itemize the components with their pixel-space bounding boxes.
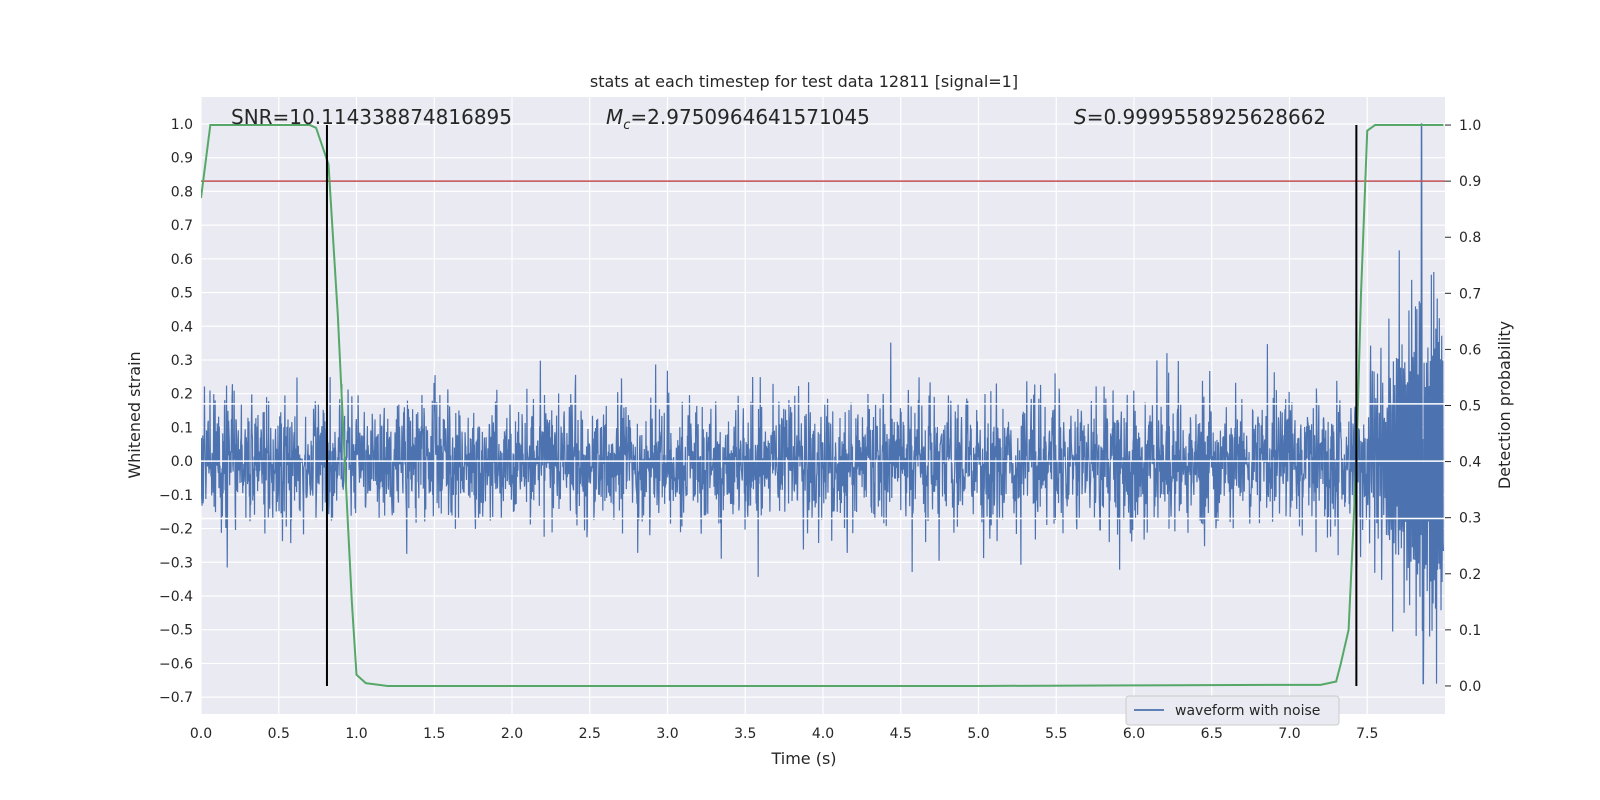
y-right-axis-label: Detection probability [1495, 321, 1514, 489]
y-left-tick-label: 0.0 [171, 454, 193, 470]
vertical-markers [325, 125, 1358, 686]
statistic-value: =0.9999558925628662 [1087, 105, 1326, 129]
y-right-tick-label: 0.2 [1459, 567, 1481, 583]
y-right-tick-label: 0.0 [1459, 679, 1481, 695]
chirp-mass-subscript: c [623, 118, 630, 133]
x-tick-label: 7.0 [1278, 726, 1300, 742]
x-tick-label: 4.0 [812, 726, 834, 742]
x-tick-label: 0.0 [190, 726, 212, 742]
y-left-tick-label: 0.4 [171, 319, 193, 335]
y-left-tick-label: 0.9 [171, 151, 193, 167]
white-reference-lines [201, 403, 1445, 520]
x-axis-label: Time (s) [770, 749, 836, 768]
y-left-tick-label: 0.6 [171, 252, 193, 268]
legend: waveform with noise [1125, 695, 1340, 726]
y-left-tick-label: −0.4 [159, 589, 193, 605]
x-tick-label: 4.5 [890, 726, 912, 742]
snr-annotation: SNR=10.114338874816895 [231, 105, 512, 129]
chirp-mass-annotation: Mc=2.9750964641571045 [606, 105, 870, 133]
y-left-tick-label: −0.6 [159, 656, 193, 672]
statistic-annotation: S=0.9999558925628662 [1074, 105, 1326, 129]
legend-label: waveform with noise [1175, 703, 1320, 719]
waveform-line [201, 123, 1445, 685]
x-tick-label: 2.0 [501, 726, 523, 742]
x-tick-label: 1.0 [345, 726, 367, 742]
y-right-tick-label: 0.7 [1459, 286, 1481, 302]
x-tick-label: 7.5 [1356, 726, 1378, 742]
y-left-tick-label: −0.1 [159, 488, 193, 504]
chirp-mass-symbol: M [606, 105, 623, 129]
y-right-tick-label: 0.1 [1459, 623, 1481, 639]
chart-title: stats at each timestep for test data 128… [590, 72, 1018, 91]
x-tick-label: 3.0 [656, 726, 678, 742]
y-right-tick-label: 0.3 [1459, 511, 1481, 527]
y-left-tick-label: 0.2 [171, 387, 193, 403]
y-right-tick-label: 0.6 [1459, 342, 1481, 358]
statistic-symbol: S [1074, 105, 1087, 129]
x-tick-label: 6.0 [1123, 726, 1145, 742]
y-right-tick-labels: 0.0 0.1 0.2 0.3 0.4 0.5 0.6 0.7 0.8 0.9 1.0 [1445, 118, 1481, 695]
y-left-tick-label: −0.2 [159, 522, 193, 538]
y-left-tick-label: −0.5 [159, 623, 193, 639]
y-left-tick-labels: −0.7 −0.6 −0.5 −0.4 −0.3 −0.2 −0.1 0.0 0.1 0.2 0.3… [159, 117, 193, 706]
y-right-tick-label: 0.9 [1459, 174, 1481, 190]
y-right-tick-label: 0.8 [1459, 230, 1481, 246]
y-left-tick-label: 1.0 [171, 117, 193, 133]
legend-box [1125, 695, 1340, 726]
x-tick-label: 3.5 [734, 726, 756, 742]
y-right-tick-label: 0.5 [1459, 399, 1481, 415]
y-left-tick-label: 0.5 [171, 286, 193, 302]
x-tick-labels: 0.0 0.5 1.0 1.5 2.0 2.5 3.0 3.5 4.0 4.5 5.0 5.5 6.0 6… [190, 726, 1379, 742]
detection-probability-line [201, 124, 1444, 687]
y-left-tick-label: 0.8 [171, 184, 193, 200]
x-tick-label: 5.5 [1045, 726, 1067, 742]
y-left-tick-label: 0.3 [171, 353, 193, 369]
x-tick-label: 5.0 [967, 726, 989, 742]
chirp-mass-value: =2.9750964641571045 [630, 105, 869, 129]
x-tick-label: 1.5 [423, 726, 445, 742]
x-tick-label: 2.5 [579, 726, 601, 742]
x-tick-label: 6.5 [1201, 726, 1223, 742]
y-left-axis-label: Whitened strain [125, 351, 144, 478]
y-left-tick-label: −0.7 [159, 690, 193, 706]
y-left-tick-label: 0.1 [171, 420, 193, 436]
y-left-tick-label: 0.7 [171, 218, 193, 234]
x-tick-label: 0.5 [268, 726, 290, 742]
y-right-tick-label: 1.0 [1459, 118, 1481, 134]
y-right-tick-label: 0.4 [1459, 455, 1481, 471]
y-left-tick-label: −0.3 [159, 555, 193, 571]
